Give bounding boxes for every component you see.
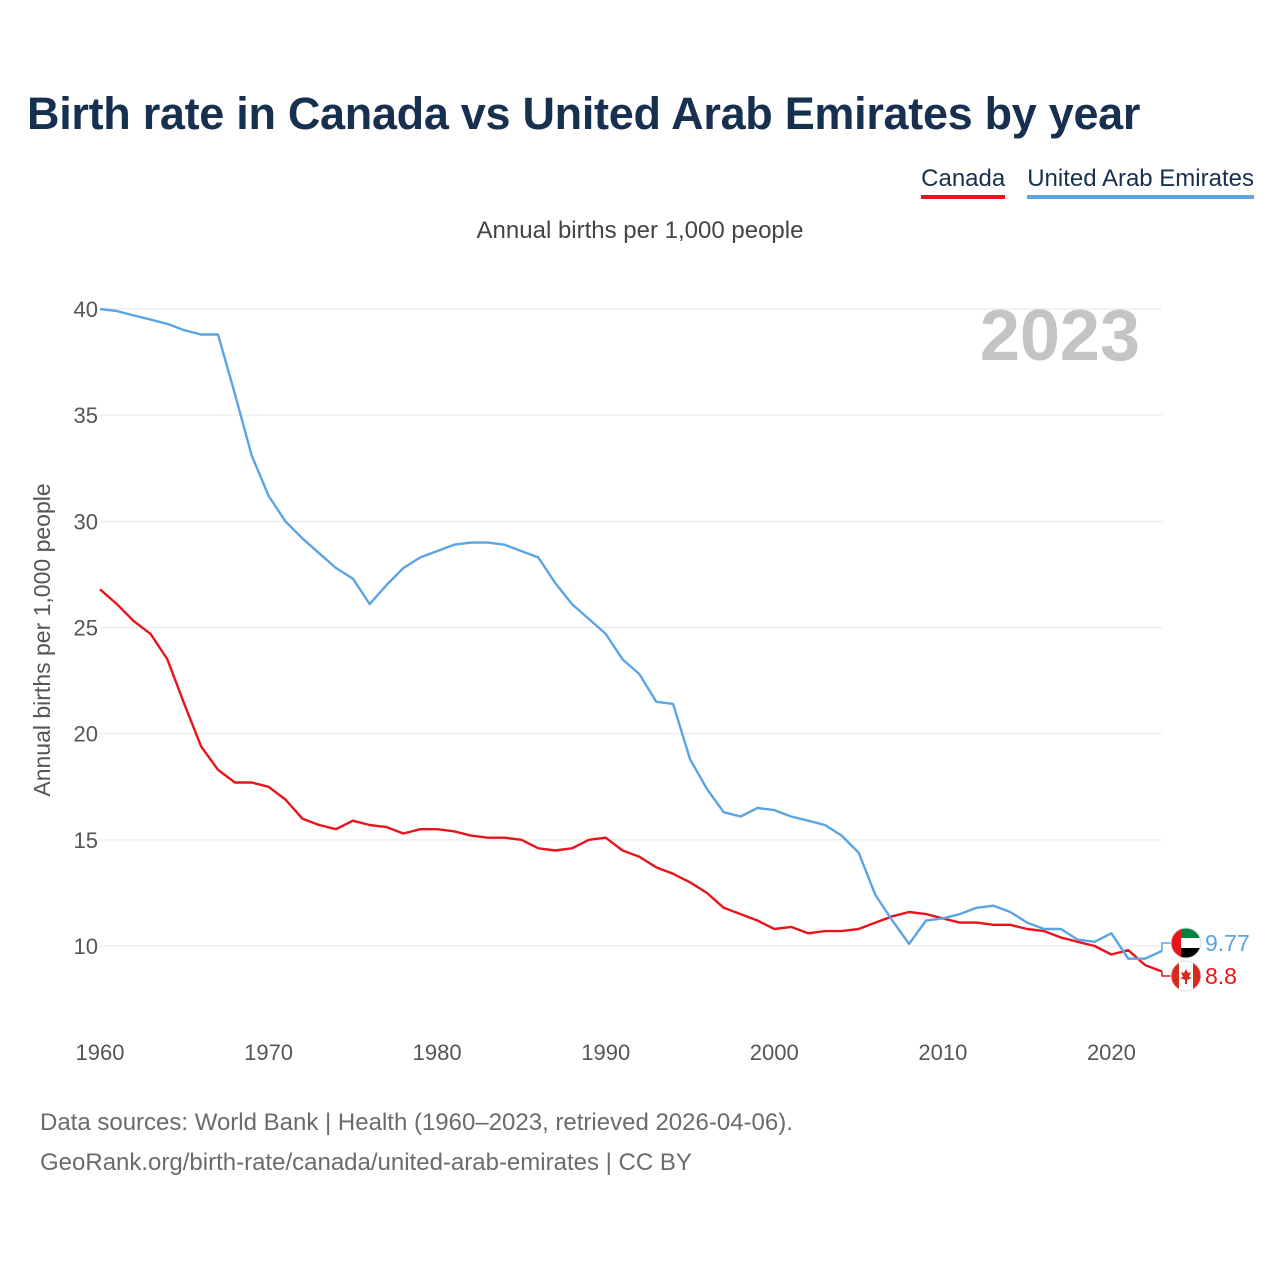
series-line-united-arab-emirates[interactable] bbox=[99, 307, 1163, 960]
y-tick-label-20: 20 bbox=[74, 722, 98, 747]
legend-item-canada[interactable]: Canada bbox=[921, 165, 1006, 199]
chart-subtitle: Annual births per 1,000 people bbox=[476, 217, 804, 244]
x-tick-label-2020: 2020 bbox=[1087, 1040, 1136, 1065]
line-chart: 10 15 20 25 30 35 40 1960 1970 1980 1990 2000 2010 2… bbox=[29, 296, 1250, 1065]
x-axis-ticks: 1960 1970 1980 1990 2000 2010 2020 bbox=[76, 1040, 1136, 1065]
chart-title: Birth rate in Canada vs United Arab Emir… bbox=[27, 88, 1141, 139]
end-connector bbox=[1161, 971, 1172, 977]
footer: Data sources: World Bank | Health (1960–… bbox=[40, 1103, 793, 1183]
x-tick-label-1970: 1970 bbox=[244, 1040, 293, 1065]
y-tick-label-35: 35 bbox=[74, 403, 98, 428]
legend: Canada United Arab Emirates bbox=[921, 165, 1254, 199]
x-tick-label-1990: 1990 bbox=[581, 1040, 630, 1065]
end-markers: 9.77 8.8 bbox=[1161, 927, 1250, 992]
legend-item-united-arab-emirates[interactable]: United Arab Emirates bbox=[1027, 165, 1254, 199]
series-line-canada[interactable] bbox=[99, 588, 1163, 973]
canada-flag-icon bbox=[1170, 960, 1202, 992]
y-tick-label-40: 40 bbox=[74, 297, 98, 322]
y-tick-label-10: 10 bbox=[74, 934, 98, 959]
y-tick-label-15: 15 bbox=[74, 828, 98, 853]
uae-flag-icon bbox=[1170, 927, 1202, 959]
x-tick-label-2000: 2000 bbox=[750, 1040, 799, 1065]
series-lines bbox=[99, 307, 1163, 973]
y-tick-label-25: 25 bbox=[74, 616, 98, 641]
attribution-link[interactable]: GeoRank.org/birth-rate/canada/united-ara… bbox=[40, 1149, 692, 1176]
year-watermark: 2023 bbox=[980, 296, 1140, 376]
y-tick-label-30: 30 bbox=[74, 509, 98, 534]
end-value-label-uae: 9.77 bbox=[1205, 930, 1250, 956]
end-connector bbox=[1161, 942, 1172, 951]
x-tick-label-2010: 2010 bbox=[918, 1040, 967, 1065]
data-source-note: Data sources: World Bank | Health (1960–… bbox=[40, 1109, 793, 1136]
y-axis-label: Annual births per 1,000 people bbox=[29, 483, 55, 796]
y-axis-ticks: 10 15 20 25 30 35 40 bbox=[74, 297, 98, 959]
end-value-label-canada: 8.8 bbox=[1205, 963, 1237, 989]
x-tick-label-1960: 1960 bbox=[76, 1040, 125, 1065]
gridlines bbox=[100, 308, 1162, 947]
x-tick-label-1980: 1980 bbox=[413, 1040, 462, 1065]
